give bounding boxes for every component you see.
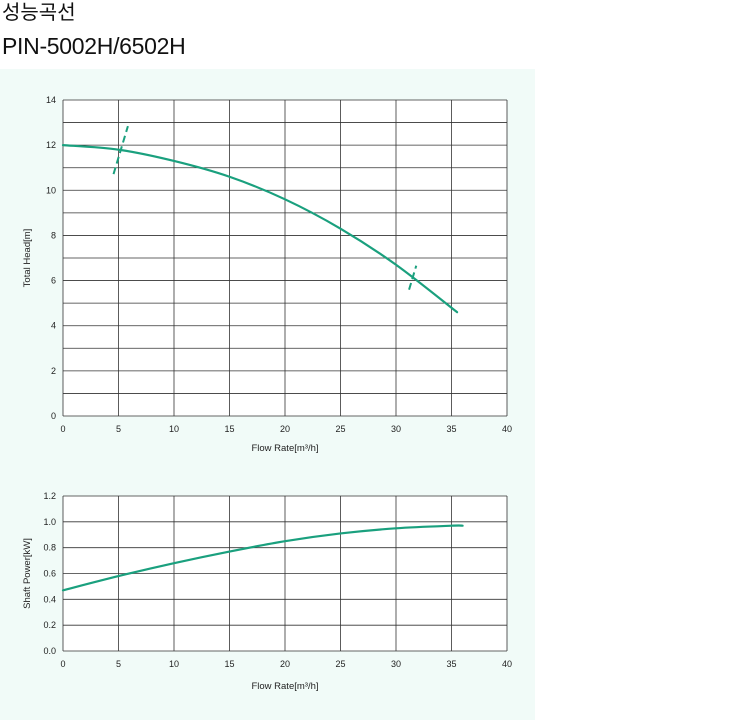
x-tick-label: 5 xyxy=(116,424,121,434)
operating-range-mark xyxy=(408,265,418,290)
y-tick-label: 10 xyxy=(46,185,56,195)
y-tick-label: 1.2 xyxy=(43,491,56,501)
chart-title-korean: 성능곡선 xyxy=(2,0,76,24)
x-tick-label: 25 xyxy=(335,424,345,434)
operating-range-mark xyxy=(112,125,129,175)
y-axis-label: Shaft Power[kW] xyxy=(22,538,33,609)
x-tick-label: 30 xyxy=(391,659,401,669)
x-tick-label: 15 xyxy=(224,424,234,434)
x-tick-label: 10 xyxy=(169,424,179,434)
x-axis-label: Flow Rate[m³/h] xyxy=(251,681,318,692)
y-tick-label: 12 xyxy=(46,140,56,150)
x-tick-label: 40 xyxy=(502,659,512,669)
y-tick-label: 0.6 xyxy=(43,569,56,579)
y-tick-label: 0.8 xyxy=(43,543,56,553)
x-tick-label: 35 xyxy=(446,424,456,434)
y-tick-label: 1.0 xyxy=(43,517,56,527)
y-tick-label: 0.2 xyxy=(43,620,56,630)
y-tick-label: 0 xyxy=(51,411,56,421)
y-tick-label: 6 xyxy=(51,276,56,286)
series-line xyxy=(61,144,459,314)
y-tick-label: 8 xyxy=(51,230,56,240)
y-tick-label: 0.4 xyxy=(43,594,56,604)
y-tick-label: 4 xyxy=(51,321,56,331)
y-tick-label: 2 xyxy=(51,366,56,376)
x-tick-label: 40 xyxy=(502,424,512,434)
x-axis-label: Flow Rate[m³/h] xyxy=(251,443,318,454)
chart-total-head: 0 5 10 15 20 25 30 35 40 0 2 4 6 8 10 12 14 Flow Rate[m³/… xyxy=(22,95,512,454)
y-tick-label: 14 xyxy=(46,95,56,105)
x-tick-label: 20 xyxy=(280,424,290,434)
x-tick-label: 25 xyxy=(335,659,345,669)
x-tick-label: 0 xyxy=(60,659,65,669)
y-tick-label: 0.0 xyxy=(43,646,56,656)
y-axis-label: Total Head[m] xyxy=(22,229,33,288)
x-tick-label: 35 xyxy=(446,659,456,669)
x-tick-label: 5 xyxy=(116,659,121,669)
x-tick-label: 30 xyxy=(391,424,401,434)
x-tick-label: 20 xyxy=(280,659,290,669)
model-name: PIN-5002H/6502H xyxy=(2,33,186,59)
x-tick-label: 15 xyxy=(224,659,234,669)
x-tick-label: 10 xyxy=(169,659,179,669)
chart-shaft-power: 0 5 10 15 20 25 30 35 40 0.0 0.2 0.4 0.6 0.8 1.0 1.2 Flo… xyxy=(22,491,512,692)
x-tick-label: 0 xyxy=(60,424,65,434)
